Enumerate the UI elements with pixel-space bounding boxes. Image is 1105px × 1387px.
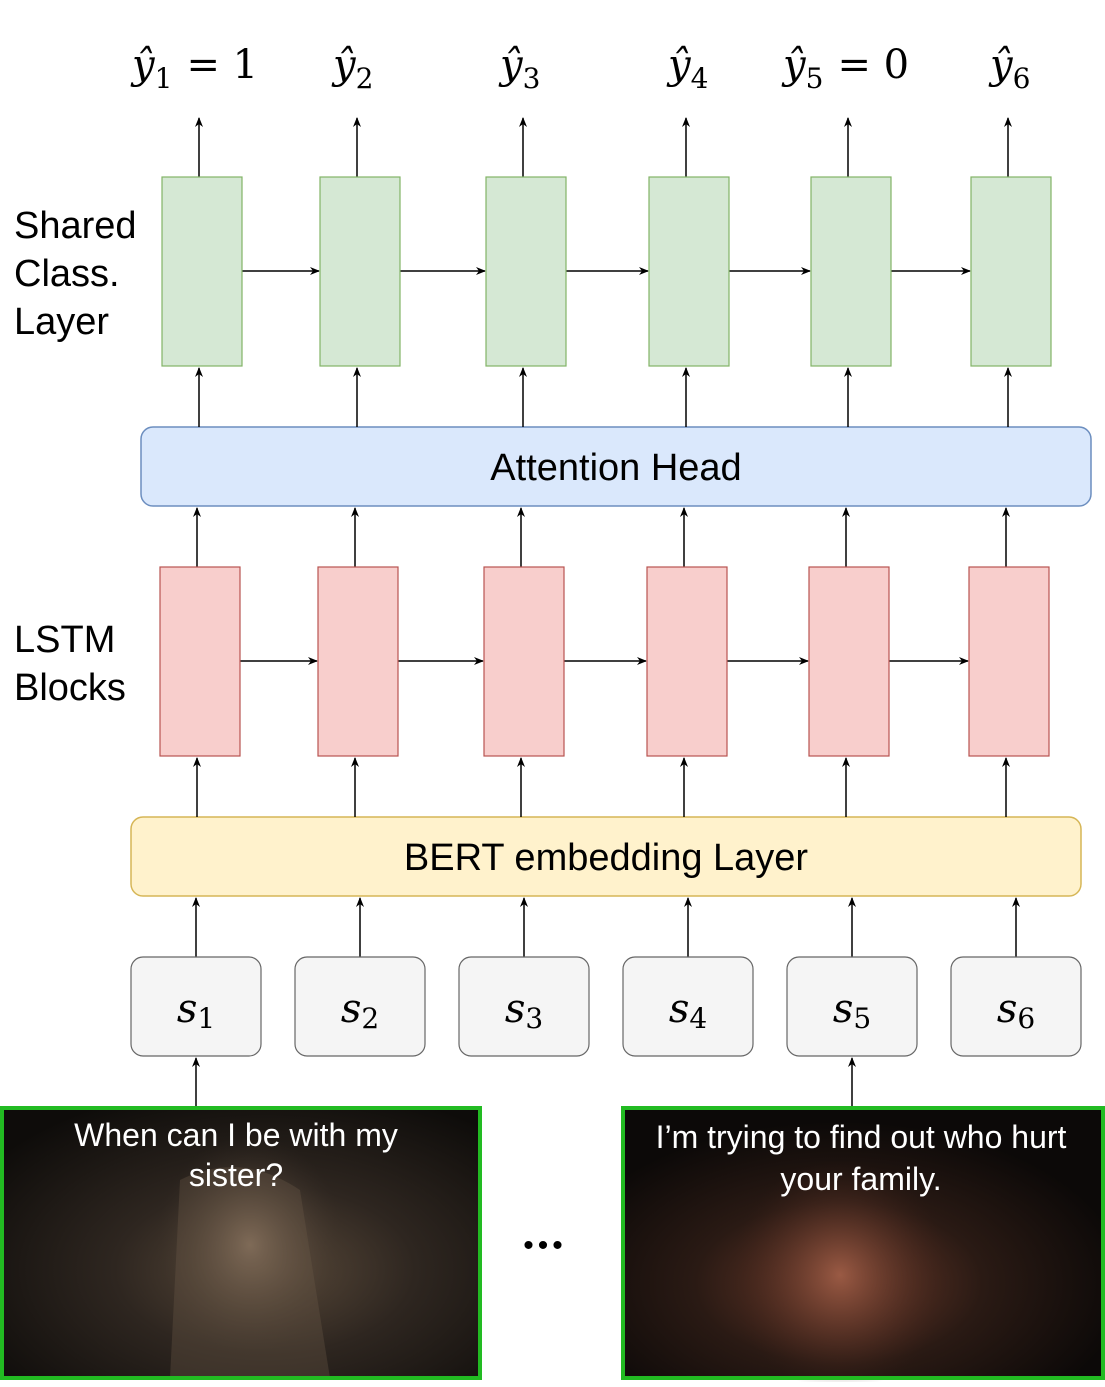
sentence-box-6 — [950, 956, 1082, 1057]
video-frame-right-border — [621, 1106, 1105, 1380]
video-frame-left-hair — [170, 1167, 330, 1378]
lstm-blocks-label-line1: LSTM — [14, 619, 115, 661]
shared-class-layer-label-line2: Class. — [14, 253, 120, 295]
output-label-1: ŷ1 = 1 — [130, 42, 258, 95]
lstm-blocks — [159, 566, 1050, 757]
sentence-label-4: s4 — [669, 986, 707, 1035]
sentence-label-6: s6 — [997, 986, 1035, 1035]
video-frame-left-caption-line1: When can I be with my — [74, 1117, 398, 1153]
attention-head-block — [140, 426, 1092, 507]
bert-embedding-block — [130, 816, 1082, 897]
lstm-block-4 — [646, 566, 728, 757]
sentence-inputs: s1 s2 s3 s4 s5 s6 — [130, 956, 1082, 1057]
output-label-2: ŷ2 — [331, 42, 373, 95]
video-frame-right-figure — [730, 1160, 950, 1387]
ellipsis: ••• — [523, 1229, 567, 1262]
classification-blocks — [161, 176, 1052, 367]
sentence-box-3 — [458, 956, 590, 1057]
sentence-box-5 — [786, 956, 918, 1057]
sentence-label-2: s2 — [341, 986, 379, 1035]
sentence-label-1: s1 — [177, 986, 215, 1035]
shared-class-layer-label-line1: Shared — [14, 205, 137, 247]
lstm-block-2 — [317, 566, 399, 757]
class-block-5 — [810, 176, 892, 367]
attention-head-label: Attention Head — [490, 447, 741, 489]
output-label-6: ŷ6 — [988, 42, 1030, 95]
sentence-box-4 — [622, 956, 754, 1057]
class-block-1 — [161, 176, 243, 367]
video-frame-right: I’m trying to find out who hurt your fam… — [621, 1106, 1105, 1387]
class-block-4 — [648, 176, 730, 367]
shared-class-layer-label-line3: Layer — [14, 301, 109, 343]
lstm-block-6 — [968, 566, 1050, 757]
sentence-box-1 — [130, 956, 262, 1057]
output-label-4: ŷ4 — [666, 42, 708, 95]
sentence-label-5: s5 — [833, 986, 871, 1035]
video-frame-left-figure — [155, 1135, 345, 1355]
video-frame-right-caption-line2: your family. — [780, 1161, 941, 1197]
output-label-3: ŷ3 — [498, 42, 540, 95]
video-frame-left-caption-line2: sister? — [189, 1157, 283, 1193]
video-frame-left-border — [0, 1106, 482, 1380]
class-block-3 — [485, 176, 567, 367]
output-label-5: ŷ5 = 0 — [781, 42, 909, 95]
class-block-2 — [319, 176, 401, 367]
bert-embedding-label: BERT embedding Layer — [404, 837, 809, 879]
class-block-6 — [970, 176, 1052, 367]
video-frame-right-caption-line1: I’m trying to find out who hurt — [656, 1119, 1067, 1155]
lstm-block-5 — [808, 566, 890, 757]
lstm-block-3 — [483, 566, 565, 757]
video-frame-left: When can I be with my sister? — [0, 1106, 482, 1380]
sentence-label-3: s3 — [505, 986, 543, 1035]
lstm-block-1 — [159, 566, 241, 757]
arrows-layer — [192, 117, 1020, 1106]
lstm-blocks-label-line2: Blocks — [14, 667, 126, 709]
output-predictions: ŷ1 = 1 ŷ2 ŷ3 ŷ4 ŷ5 = 0 ŷ6 — [130, 42, 1030, 95]
sentence-box-2 — [294, 956, 426, 1057]
